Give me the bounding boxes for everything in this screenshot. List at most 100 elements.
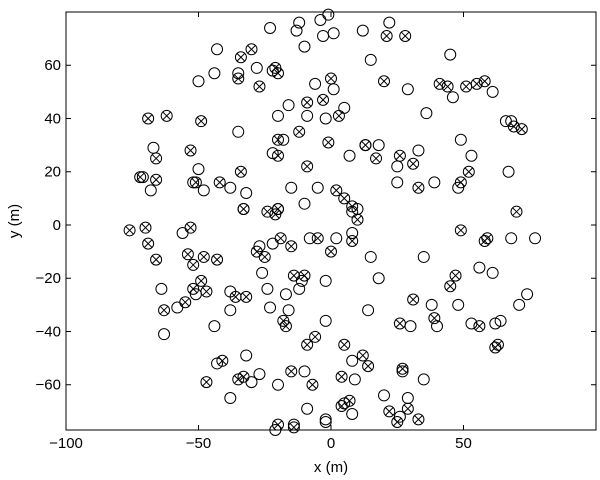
- circle-point: [211, 357, 224, 370]
- crossed-circle-point: [338, 338, 351, 351]
- circle-point: [425, 298, 438, 311]
- crossed-circle-point: [311, 232, 324, 245]
- circle-point: [298, 365, 311, 378]
- crossed-circle-point: [200, 376, 213, 389]
- circle-point: [521, 288, 534, 301]
- crossed-circle-point: [515, 123, 528, 136]
- crossed-circle-point: [330, 184, 343, 197]
- circle-point: [383, 16, 396, 29]
- crossed-circle-point: [322, 136, 335, 149]
- crossed-circle-point: [454, 224, 467, 237]
- crossed-circle-point: [325, 72, 337, 85]
- crossed-circle-point: [301, 338, 314, 351]
- crossed-circle-point: [229, 290, 242, 303]
- x-tick-label: 0: [327, 435, 335, 452]
- crossed-circle-point: [200, 285, 213, 298]
- crossed-circle-point: [309, 330, 322, 343]
- crossed-circle-point: [338, 192, 351, 205]
- circle-point: [378, 389, 390, 402]
- circle-point: [282, 99, 295, 112]
- crossed-circle-point: [272, 418, 284, 431]
- crossed-circle-point: [150, 253, 163, 266]
- circle-point: [240, 187, 253, 200]
- crossed-circle-point: [195, 115, 208, 128]
- crossed-circle-point: [285, 365, 298, 378]
- crossed-circle-point: [332, 109, 345, 122]
- crossed-circle-point: [142, 237, 155, 250]
- y-tick-label: 20: [44, 164, 61, 181]
- crossed-circle-point: [412, 413, 425, 426]
- crossed-circle-point: [359, 139, 372, 152]
- circle-point: [420, 107, 433, 120]
- crossed-circle-point: [139, 221, 152, 234]
- plot-area: [65, 11, 597, 431]
- crossed-circle-point: [234, 165, 247, 178]
- crossed-circle-point: [396, 362, 409, 375]
- crossed-circle-point: [346, 200, 359, 213]
- crossed-circle-point: [181, 248, 194, 261]
- crossed-circle-point: [184, 221, 197, 234]
- crossed-circle-point: [213, 176, 226, 189]
- crossed-circle-point: [245, 43, 258, 56]
- crossed-circle-point: [510, 205, 523, 218]
- crossed-circle-point: [460, 80, 473, 93]
- circle-point: [232, 125, 245, 138]
- crossed-circle-point: [269, 61, 282, 74]
- circle-point: [417, 250, 430, 263]
- circle-point: [417, 373, 430, 386]
- crossed-circle-point: [150, 173, 163, 186]
- crossed-circle-point: [401, 402, 414, 415]
- crossed-circle-point: [293, 125, 306, 138]
- circle-point: [298, 197, 311, 210]
- circle-point: [301, 402, 314, 415]
- axis-ticks: −100 −50 0 50 −60 −40 −20 0 20 40 60: [36, 12, 596, 452]
- y-tick-label: 60: [44, 57, 61, 74]
- circle-point: [364, 250, 377, 263]
- data-marks: [123, 8, 542, 436]
- crossed-circle-point: [301, 160, 314, 173]
- crossed-circle-point: [346, 234, 359, 247]
- circle-point: [311, 181, 324, 194]
- circle-point: [261, 282, 274, 295]
- circle-point: [187, 176, 200, 189]
- circle-point: [401, 83, 414, 96]
- circle-point: [319, 112, 332, 125]
- crossed-circle-point: [370, 152, 383, 165]
- circle-point: [293, 16, 306, 29]
- circle-point: [290, 24, 303, 37]
- crossed-circle-point: [232, 72, 245, 85]
- crossed-circle-point: [407, 293, 420, 306]
- circle-point: [529, 232, 542, 245]
- crossed-circle-point: [478, 75, 491, 88]
- y-tick-label: −60: [36, 377, 61, 394]
- circle-point: [327, 27, 340, 40]
- crossed-circle-point: [428, 312, 441, 325]
- circle-point: [287, 418, 300, 431]
- crossed-circle-point: [189, 176, 202, 189]
- x-axis-label: x (m): [314, 459, 348, 476]
- circle-point: [489, 317, 502, 330]
- circle-point: [428, 176, 441, 189]
- crossed-circle-point: [158, 304, 171, 317]
- crossed-circle-point: [301, 96, 314, 109]
- circle-point: [343, 149, 356, 162]
- circle-point: [192, 75, 205, 88]
- crossed-circle-point: [433, 77, 446, 90]
- circle-point: [269, 424, 282, 436]
- crossed-circle-point: [317, 93, 330, 106]
- circle-point: [412, 144, 425, 157]
- crossed-circle-point: [343, 394, 356, 407]
- circle-point: [282, 304, 295, 317]
- circle-point: [505, 232, 518, 245]
- crossed-circle-point: [362, 360, 375, 373]
- y-tick-label: 0: [53, 217, 61, 234]
- circle-point: [192, 163, 205, 176]
- circle-point: [272, 109, 284, 122]
- crossed-circle-point: [391, 416, 404, 429]
- circle-point: [279, 288, 292, 301]
- crossed-circle-point: [383, 405, 396, 418]
- crossed-circle-point: [216, 354, 229, 367]
- crossed-circle-point: [160, 109, 173, 122]
- circle-point: [253, 368, 266, 381]
- y-tick-label: 40: [44, 110, 61, 127]
